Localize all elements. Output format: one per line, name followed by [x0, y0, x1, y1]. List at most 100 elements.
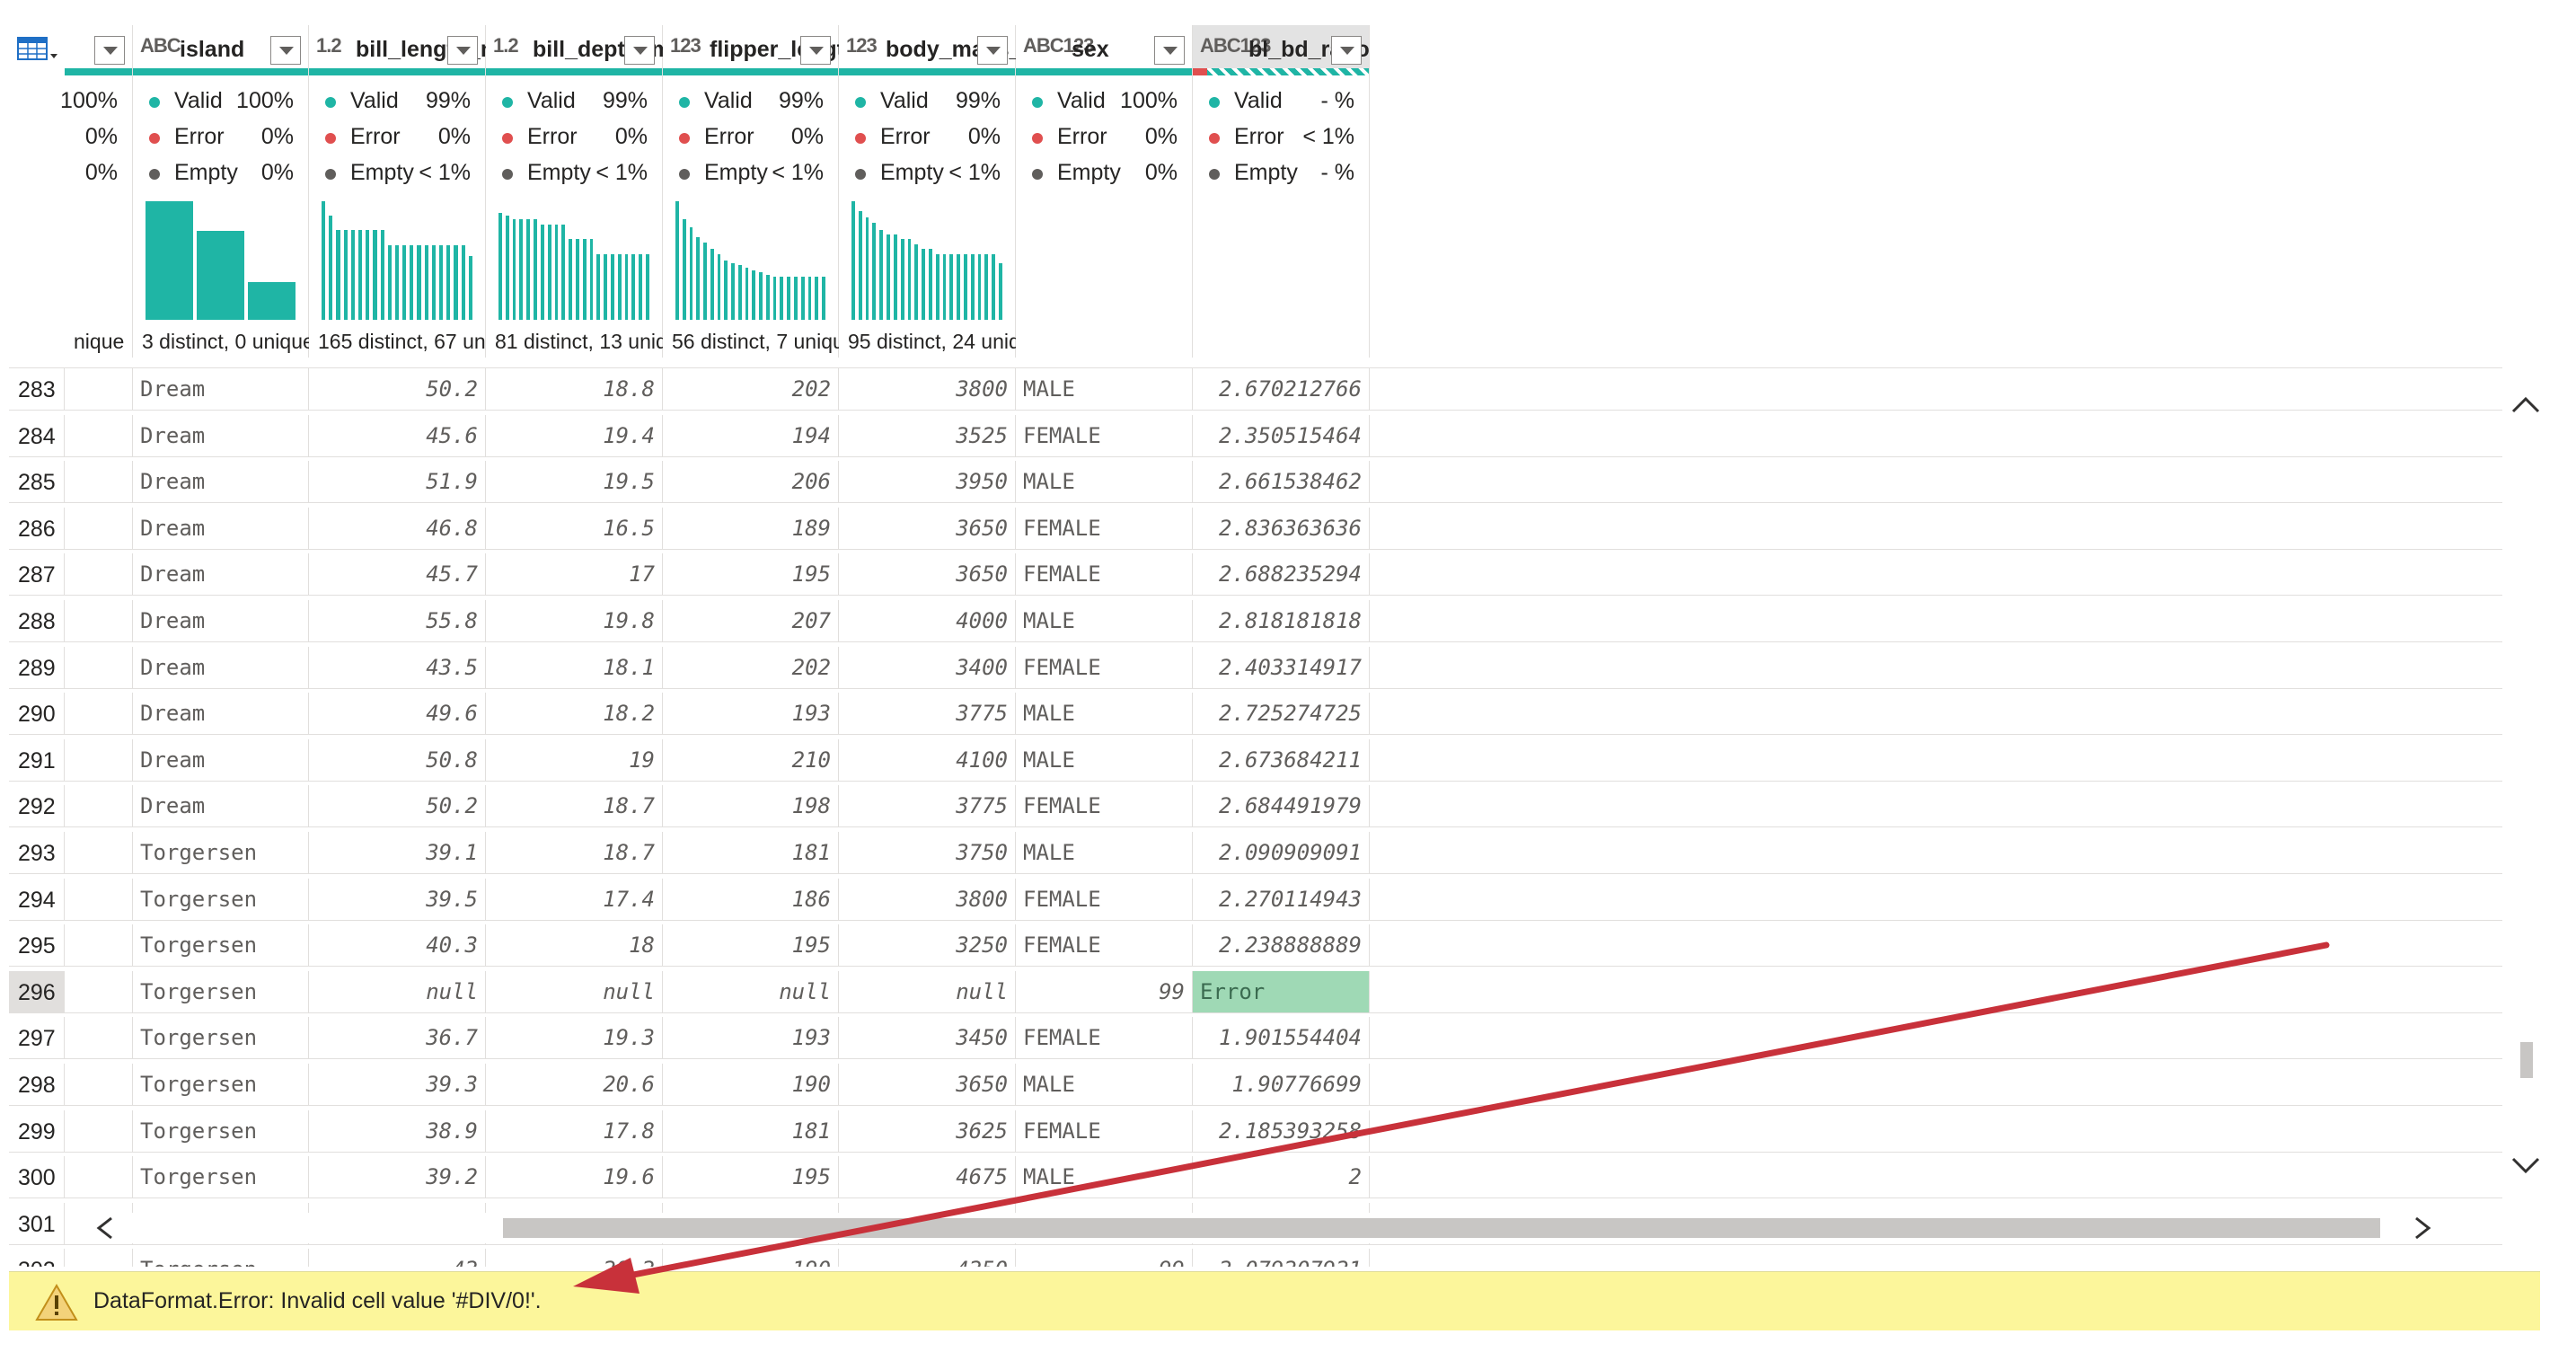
- cell-mass[interactable]: 3775: [839, 785, 1016, 827]
- cell-island[interactable]: Dream: [133, 785, 309, 827]
- cell-bill_length[interactable]: null: [309, 970, 486, 1012]
- cell-bill_depth[interactable]: 17.8: [486, 1109, 663, 1152]
- cell-ratio[interactable]: 2.090909091: [1193, 832, 1370, 873]
- table-row[interactable]: 298 Torgersen 39.3 20.6 190 3650 MALE 1.9077669…: [9, 1064, 2502, 1106]
- cell-hidden[interactable]: [65, 1109, 133, 1152]
- cell-island[interactable]: Dream: [133, 738, 309, 781]
- cell-bill_depth[interactable]: 18.8: [486, 368, 663, 410]
- cell-mass[interactable]: 4675: [839, 1156, 1016, 1198]
- cell-sex[interactable]: FEMALE: [1016, 1109, 1193, 1152]
- row-number[interactable]: 294: [9, 878, 65, 920]
- table-row[interactable]: 293 Torgersen 39.1 18.7 181 3750 MALE 2.0909090…: [9, 832, 2502, 874]
- cell-hidden[interactable]: [65, 507, 133, 549]
- cell-ratio[interactable]: 2.818181818: [1193, 600, 1370, 641]
- cell-hidden[interactable]: [65, 553, 133, 596]
- table-row[interactable]: 302 Torgersen4220.21904250992.079207921: [9, 1249, 2502, 1267]
- cell-bill_depth[interactable]: 19.3: [486, 1017, 663, 1059]
- cell-sex[interactable]: 99: [1016, 1249, 1193, 1267]
- cell-island[interactable]: Torgersen: [133, 1156, 309, 1198]
- cell-bill_depth[interactable]: 18.2: [486, 693, 663, 735]
- cell-ratio[interactable]: 2: [1193, 1156, 1370, 1198]
- cell-island[interactable]: Torgersen: [133, 878, 309, 920]
- column-header-bl_bd_ratio[interactable]: ABC123 bl_bd_ratio: [1193, 25, 1370, 75]
- cell-sex[interactable]: FEMALE: [1016, 1017, 1193, 1059]
- cell-hidden[interactable]: [65, 461, 133, 503]
- cell-mass[interactable]: 3750: [839, 832, 1016, 873]
- cell-bill_depth[interactable]: 18.7: [486, 785, 663, 827]
- cell-hidden[interactable]: [65, 878, 133, 920]
- cell-bill_length[interactable]: 40.3: [309, 924, 486, 967]
- cell-sex[interactable]: FEMALE: [1016, 414, 1193, 456]
- cell-sex[interactable]: MALE: [1016, 738, 1193, 781]
- table-row[interactable]: 299 Torgersen 38.9 17.8 181 3625 FEMALE 2.18539…: [9, 1109, 2502, 1153]
- cell-hidden[interactable]: [65, 646, 133, 688]
- cell-sex[interactable]: FEMALE: [1016, 785, 1193, 827]
- cell-mass[interactable]: 3650: [839, 507, 1016, 549]
- cell-flipper[interactable]: 202: [663, 368, 839, 410]
- row-number[interactable]: 285: [9, 461, 65, 503]
- cell-mass[interactable]: 3650: [839, 553, 1016, 596]
- cell-bill_length[interactable]: 42: [309, 1249, 486, 1267]
- cell-ratio[interactable]: 1.901554404: [1193, 1017, 1370, 1059]
- cell-flipper[interactable]: 194: [663, 414, 839, 456]
- cell-hidden[interactable]: [65, 924, 133, 967]
- cell-ratio[interactable]: 2.238888889: [1193, 924, 1370, 967]
- cell-flipper[interactable]: 195: [663, 553, 839, 596]
- cell-sex[interactable]: MALE: [1016, 1064, 1193, 1105]
- cell-island[interactable]: Dream: [133, 507, 309, 549]
- cell-flipper[interactable]: 210: [663, 738, 839, 781]
- cell-bill_depth[interactable]: 19.5: [486, 461, 663, 503]
- cell-bill_length[interactable]: 50.8: [309, 738, 486, 781]
- table-row[interactable]: 291 Dream 50.8 19 210 4100 MALE 2.673684211: [9, 738, 2502, 782]
- cell-bill_depth[interactable]: 17: [486, 553, 663, 596]
- row-number[interactable]: 297: [9, 1017, 65, 1059]
- filter-dropdown-button[interactable]: [800, 36, 831, 65]
- cell-ratio[interactable]: 2.725274725: [1193, 693, 1370, 735]
- horizontal-scrollbar[interactable]: [90, 1213, 2443, 1243]
- cell-hidden[interactable]: [65, 1156, 133, 1198]
- cell-hidden[interactable]: [65, 738, 133, 781]
- table-row[interactable]: 290 Dream 49.6 18.2 193 3775 MALE 2.725274725: [9, 693, 2502, 736]
- cell-bill_length[interactable]: 39.5: [309, 878, 486, 920]
- cell-mass[interactable]: 3800: [839, 368, 1016, 410]
- filter-dropdown-button[interactable]: [447, 36, 478, 65]
- cell-ratio[interactable]: 1.90776699: [1193, 1064, 1370, 1105]
- cell-flipper[interactable]: 206: [663, 461, 839, 503]
- row-number[interactable]: 283: [9, 368, 65, 410]
- filter-dropdown-button[interactable]: [1331, 36, 1362, 65]
- cell-ratio[interactable]: 2.185393258: [1193, 1109, 1370, 1152]
- cell-sex[interactable]: 99: [1016, 970, 1193, 1012]
- cell-mass[interactable]: null: [839, 970, 1016, 1012]
- table-row[interactable]: 296 Torgersen null null null null 99 Error: [9, 970, 2502, 1013]
- cell-ratio[interactable]: 2.270114943: [1193, 878, 1370, 920]
- cell-flipper[interactable]: 202: [663, 646, 839, 688]
- cell-island[interactable]: Torgersen: [133, 1249, 309, 1267]
- table-row[interactable]: 297 Torgersen 36.7 19.3 193 3450 FEMALE 1.90155…: [9, 1017, 2502, 1060]
- cell-bill_depth[interactable]: 19: [486, 738, 663, 781]
- type-icon[interactable]: ABC123: [1200, 34, 1271, 57]
- cell-bill_depth[interactable]: 20.2: [486, 1249, 663, 1267]
- row-number[interactable]: 291: [9, 738, 65, 781]
- type-icon[interactable]: 1.2: [493, 34, 519, 57]
- cell-sex[interactable]: MALE: [1016, 461, 1193, 503]
- cell-ratio[interactable]: 2.350515464: [1193, 414, 1370, 456]
- cell-island[interactable]: Torgersen: [133, 1017, 309, 1059]
- table-menu-icon[interactable]: [16, 34, 59, 65]
- cell-hidden[interactable]: [65, 832, 133, 873]
- filter-dropdown-button[interactable]: [94, 36, 125, 65]
- filter-dropdown-button[interactable]: [624, 36, 655, 65]
- row-number[interactable]: 300: [9, 1156, 65, 1198]
- cell-sex[interactable]: FEMALE: [1016, 646, 1193, 688]
- cell-sex[interactable]: FEMALE: [1016, 507, 1193, 549]
- cell-bill_length[interactable]: 50.2: [309, 785, 486, 827]
- cell-flipper[interactable]: 186: [663, 878, 839, 920]
- cell-mass[interactable]: 3775: [839, 693, 1016, 735]
- table-row[interactable]: 284 Dream 45.6 19.4 194 3525 FEMALE 2.350515464: [9, 414, 2502, 457]
- table-row[interactable]: 294 Torgersen 39.5 17.4 186 3800 FEMALE 2.27011…: [9, 878, 2502, 921]
- cell-hidden[interactable]: [65, 414, 133, 456]
- cell-sex[interactable]: MALE: [1016, 600, 1193, 641]
- row-number[interactable]: 296: [9, 970, 65, 1012]
- cell-island[interactable]: Torgersen: [133, 1064, 309, 1105]
- cell-mass[interactable]: 3950: [839, 461, 1016, 503]
- row-number[interactable]: 287: [9, 553, 65, 596]
